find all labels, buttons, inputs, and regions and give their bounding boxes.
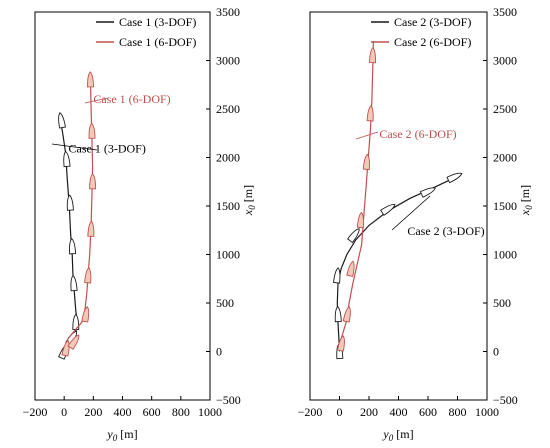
ship-marker bbox=[419, 187, 436, 198]
x-tick-label: 1000 bbox=[475, 405, 499, 419]
ship-marker bbox=[70, 274, 78, 292]
legend-label-1: Case 2 (3-DOF) bbox=[394, 15, 471, 29]
ship-marker bbox=[87, 220, 95, 237]
ship-marker bbox=[369, 47, 377, 64]
ship-marker bbox=[69, 238, 77, 255]
ship-marker bbox=[362, 153, 370, 170]
x-tick-label: 200 bbox=[84, 405, 102, 419]
annotation-2: Case 2 (3-DOF) bbox=[407, 224, 484, 238]
y-tick-label: 1000 bbox=[493, 248, 517, 262]
x-tick-label: 200 bbox=[360, 405, 378, 419]
legend-label-2: Case 1 (6-DOF) bbox=[119, 35, 196, 49]
panel-2: −200 0 200 400 600 800 1000−500050010001500200… bbox=[298, 5, 534, 443]
x-tick-label: 0 bbox=[337, 405, 343, 419]
annotation-leader-1 bbox=[84, 97, 109, 104]
x-tick-label: 0 bbox=[61, 405, 67, 419]
ship-marker bbox=[380, 203, 396, 216]
y-tick-label: 3500 bbox=[493, 5, 517, 19]
y-axis-label: x0 [m] bbox=[518, 185, 534, 216]
annotation-2: Case 1 (3-DOF) bbox=[69, 142, 146, 156]
ship-marker bbox=[446, 172, 463, 184]
panel-1: −200 0 200 400 600 800 1000−500050010001500200… bbox=[23, 5, 257, 443]
series-line-1 bbox=[336, 176, 457, 352]
y-tick-label: 2500 bbox=[216, 102, 240, 116]
y-tick-label: −500 bbox=[493, 393, 518, 407]
y-tick-label: 0 bbox=[216, 345, 222, 359]
ship-marker bbox=[67, 334, 80, 350]
annotation-leader-1 bbox=[355, 131, 379, 140]
ship-marker bbox=[346, 260, 355, 278]
y-tick-label: 2000 bbox=[493, 151, 517, 165]
ship-marker bbox=[63, 150, 71, 168]
annotation-leader-2 bbox=[51, 143, 98, 151]
plot-frame bbox=[34, 11, 211, 401]
annotation-1: Case 2 (6-DOF) bbox=[379, 127, 456, 141]
x-tick-label: 1000 bbox=[198, 405, 222, 419]
ship-marker bbox=[84, 267, 92, 284]
y-tick-label: 2000 bbox=[216, 151, 240, 165]
annotation-1: Case 1 (6-DOF) bbox=[93, 92, 170, 106]
series-line-2 bbox=[338, 41, 374, 352]
y-tick-label: 1500 bbox=[216, 199, 240, 213]
ship-marker bbox=[81, 306, 90, 323]
x-tick-label: 400 bbox=[114, 405, 132, 419]
plot-frame bbox=[309, 11, 488, 401]
x-tick-label: 600 bbox=[143, 405, 161, 419]
annotation-leader-2 bbox=[391, 195, 431, 231]
x-tick-label: 400 bbox=[390, 405, 408, 419]
ship-marker bbox=[347, 228, 360, 244]
x-tick-label: −200 bbox=[298, 405, 323, 419]
legend-label-1: Case 1 (3-DOF) bbox=[119, 15, 196, 29]
ship-marker bbox=[89, 173, 97, 190]
y-tick-label: 2500 bbox=[493, 102, 517, 116]
ship-marker bbox=[66, 194, 74, 211]
y-tick-label: 1500 bbox=[493, 199, 517, 213]
x-tick-label: −200 bbox=[23, 405, 48, 419]
y-tick-label: 3000 bbox=[493, 54, 517, 68]
ship-marker bbox=[58, 112, 66, 129]
ship-marker bbox=[356, 211, 365, 229]
y-tick-label: 500 bbox=[493, 296, 511, 310]
y-tick-label: 500 bbox=[216, 296, 234, 310]
y-tick-label: 3500 bbox=[216, 5, 240, 19]
x-tick-label: 800 bbox=[449, 405, 467, 419]
ship-marker bbox=[87, 71, 95, 88]
legend-label-2: Case 2 (6-DOF) bbox=[394, 35, 471, 49]
ship-marker bbox=[334, 305, 342, 323]
y-tick-label: 1000 bbox=[216, 248, 240, 262]
ship-marker bbox=[333, 267, 341, 284]
ship-marker bbox=[342, 306, 351, 323]
ship-marker bbox=[88, 122, 96, 139]
ship-marker bbox=[336, 335, 345, 352]
y-tick-label: 0 bbox=[493, 345, 499, 359]
y-axis-label: x0 [m] bbox=[241, 185, 257, 216]
x-axis-label: y0 [m] bbox=[106, 427, 137, 443]
x-tick-label: 600 bbox=[419, 405, 437, 419]
ship-marker bbox=[366, 105, 374, 122]
x-tick-label: 800 bbox=[172, 405, 190, 419]
y-tick-label: 3000 bbox=[216, 54, 240, 68]
y-tick-label: −500 bbox=[216, 393, 241, 407]
x-axis-label: y0 [m] bbox=[382, 427, 413, 443]
